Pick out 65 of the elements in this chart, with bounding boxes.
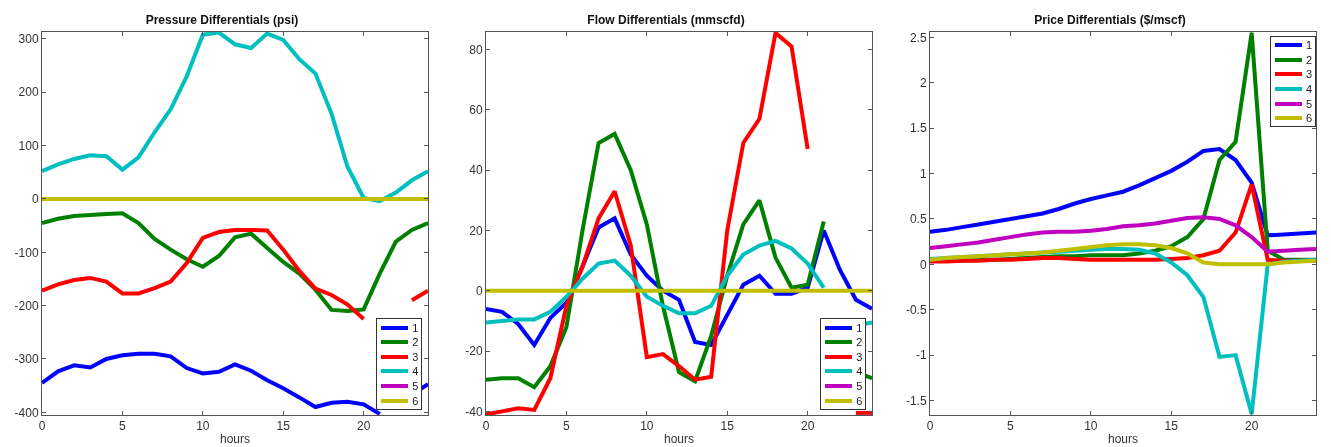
y-tick-label: -400: [14, 405, 39, 420]
chart-title: Flow Differentials (mmscfd): [587, 13, 745, 28]
x-tick-label: 10: [640, 419, 654, 434]
x-tick-label: 5: [1007, 419, 1015, 434]
legend-label: 6: [856, 394, 863, 407]
legend-label: 2: [1306, 53, 1313, 66]
y-tick-label: 300: [18, 32, 39, 47]
y-tick-label: 1.5: [909, 121, 927, 136]
y-tick-label: 2.5: [909, 30, 927, 45]
legend-label: 6: [412, 394, 419, 407]
y-tick-label: 60: [469, 103, 483, 118]
x-tick-label: 15: [276, 419, 291, 434]
y-tick-label: 20: [469, 223, 483, 238]
y-tick-label: -100: [14, 245, 39, 260]
x-tick-label: 20: [800, 419, 815, 434]
y-tick-label: 100: [18, 138, 39, 153]
x-tick-label: 20: [356, 419, 371, 434]
line-series: [42, 211, 428, 313]
legend-label: 1: [412, 321, 419, 334]
x-axis-title: hours: [1107, 432, 1139, 447]
y-tick-label: 0: [919, 257, 927, 272]
y-tick-label: -200: [14, 298, 39, 313]
x-tick-label: 15: [720, 419, 735, 434]
y-tick-label: -1.5: [905, 393, 927, 408]
legend-label: 3: [1306, 68, 1313, 81]
y-tick-label: 200: [18, 85, 39, 100]
legend-label: 3: [412, 350, 419, 363]
x-tick-label: 5: [119, 419, 127, 434]
y-tick-label: 80: [469, 42, 483, 57]
line-series: [930, 215, 1316, 254]
y-tick-label: 0: [475, 283, 483, 298]
legend-label: 2: [412, 336, 419, 349]
y-tick-label: 2: [919, 76, 927, 91]
y-tick-label: -300: [14, 352, 39, 367]
legend-label: 5: [1306, 97, 1313, 110]
line-series: [930, 147, 1316, 238]
legend-label: 4: [412, 365, 419, 378]
legend-label: 2: [856, 336, 863, 349]
y-tick-label: -40: [465, 404, 483, 419]
line-series: [42, 32, 428, 204]
x-tick-label: 10: [1084, 419, 1098, 434]
x-tick-label: 20: [1244, 419, 1259, 434]
legend-label: 4: [856, 365, 863, 378]
legend-label: 5: [856, 380, 863, 393]
line-series: [930, 242, 1316, 267]
y-tick-label: 0.5: [909, 212, 927, 227]
y-tick-label: -1: [915, 348, 927, 363]
legend-label: 1: [1306, 39, 1313, 52]
x-tick-label: 5: [563, 419, 571, 434]
chart-title: Pressure Differentials (psi): [145, 13, 299, 28]
legend-label: 1: [856, 321, 863, 334]
legend-label: 6: [1306, 112, 1313, 125]
y-tick-label: -20: [465, 344, 483, 359]
x-tick-label: 15: [1164, 419, 1179, 434]
y-tick-label: -0.5: [905, 302, 927, 317]
x-tick-label: 10: [196, 419, 210, 434]
chart-title: Price Differentials ($/mscf): [1034, 13, 1186, 28]
y-tick-label: 40: [469, 163, 483, 178]
x-axis-title: hours: [219, 432, 251, 447]
y-tick-label: 1: [919, 166, 927, 181]
y-tick-label: 0: [31, 192, 39, 207]
x-axis-title: hours: [663, 432, 695, 447]
legend-label: 5: [412, 380, 419, 393]
legend-label: 3: [856, 350, 863, 363]
legend-label: 4: [1306, 82, 1313, 95]
